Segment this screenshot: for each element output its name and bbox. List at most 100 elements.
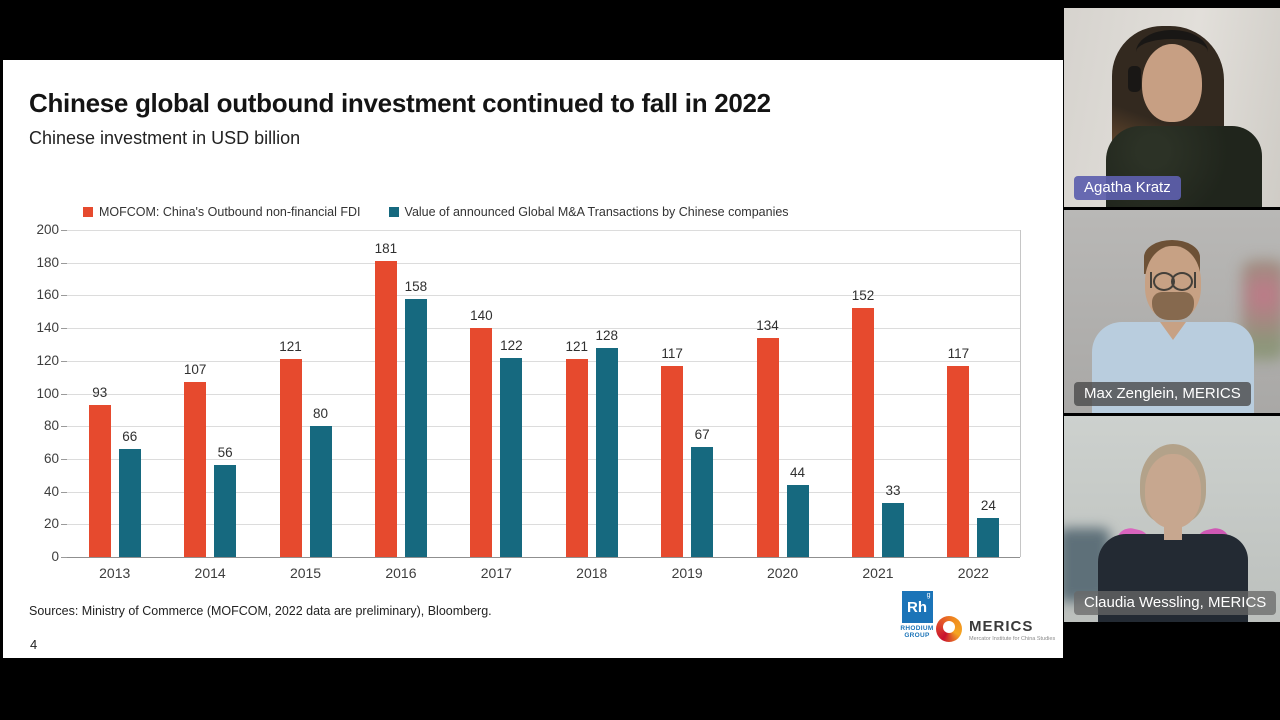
- plot-area: [61, 230, 1021, 558]
- bar-value-label: 107: [183, 362, 207, 378]
- bar: [88, 404, 111, 557]
- bar-group: 134 44 2020: [735, 230, 830, 581]
- sources-note: Sources: Ministry of Commerce (MOFCOM, 2…: [29, 604, 492, 618]
- bar-value-label: 44: [790, 465, 806, 481]
- y-tick-label: 160: [36, 287, 59, 303]
- shared-slide: Chinese global outbound investment conti…: [3, 60, 1063, 658]
- bar-group: 117 24 2022: [926, 230, 1021, 581]
- merics-logo-text: MERICS: [969, 618, 1034, 635]
- x-tick-label: 2022: [957, 565, 989, 581]
- rhodium-element-icon: Rh g: [901, 591, 933, 623]
- bar: [947, 365, 970, 557]
- bar-value-label: 181: [374, 241, 398, 257]
- bar-group: 121 128 2018: [544, 230, 639, 581]
- bar: [595, 347, 618, 557]
- legend-label-ma: Value of announced Global M&A Transactio…: [404, 205, 789, 219]
- video-tile-max-zenglein[interactable]: Max Zenglein, MERICS: [1064, 210, 1280, 413]
- bar-value-label: 152: [851, 288, 875, 304]
- x-tick-label: 2019: [671, 565, 703, 581]
- bar-group: 117 67 2019: [639, 230, 734, 581]
- bar-groups: 93 66 2013 107 56 2014 121 80 2015 181 158 2016 140 1…: [67, 230, 1021, 581]
- y-tick-label: 60: [43, 450, 59, 466]
- bar: [470, 328, 493, 557]
- merics-logo: MERICS Mercator Institute for China Stud…: [936, 616, 1055, 642]
- legend-swatch-ma: [388, 207, 399, 217]
- y-tick-label: 20: [43, 516, 59, 532]
- slide-title: Chinese global outbound investment conti…: [29, 88, 771, 118]
- legend-swatch-fdi: [83, 207, 93, 217]
- headphones-icon: [1136, 30, 1208, 74]
- bar: [374, 261, 397, 557]
- bar: [118, 449, 141, 557]
- participant-name-label: Claudia Wessling, MERICS: [1074, 591, 1277, 615]
- bar-value-label: 121: [279, 339, 302, 355]
- bar-value-label: 117: [947, 345, 970, 361]
- bar-value-label: 80: [313, 406, 329, 422]
- video-strip: Agatha Kratz Max Zenglein, MERICS Claudi…: [1064, 0, 1280, 720]
- video-tile-agatha-kratz[interactable]: Agatha Kratz: [1064, 8, 1280, 207]
- chart-legend: MOFCOM: China's Outbound non-financial F…: [83, 205, 789, 219]
- bar-value-label: 67: [694, 427, 710, 443]
- page-number: 4: [30, 637, 38, 652]
- y-tick-label: 140: [36, 320, 59, 336]
- bar-group: 181 158 2016: [353, 230, 448, 581]
- bar: [565, 359, 588, 557]
- legend-item-ma: Value of announced Global M&A Transactio…: [388, 205, 789, 219]
- legend-label-fdi: MOFCOM: China's Outbound non-financial F…: [99, 205, 361, 219]
- merics-swirl-icon: [936, 616, 962, 642]
- x-tick-label: 2013: [99, 565, 131, 581]
- x-tick-label: 2016: [385, 565, 417, 581]
- bar-value-label: 117: [661, 345, 683, 361]
- x-tick-label: 2018: [576, 565, 608, 581]
- bar-value-label: 56: [217, 445, 233, 461]
- bar: [881, 503, 904, 557]
- bar: [214, 465, 237, 557]
- video-tile-claudia-wessling[interactable]: Claudia Wessling, MERICS: [1064, 416, 1280, 622]
- bar-group: 140 122 2017: [449, 230, 544, 581]
- bar: [184, 382, 207, 557]
- y-tick-label: 120: [36, 352, 59, 368]
- y-tick-label: 0: [51, 549, 59, 564]
- rhodium-logo-text: RHODIUM GROUP: [900, 625, 934, 639]
- x-tick-label: 2021: [862, 565, 894, 581]
- merics-tagline: Mercator Institute for China Studies: [969, 636, 1056, 642]
- bar-group: 93 66 2013: [67, 230, 162, 581]
- y-tick-label: 80: [43, 418, 59, 434]
- bar: [977, 517, 1000, 557]
- bar: [661, 365, 684, 557]
- bar: [279, 359, 302, 557]
- bar-value-label: 128: [595, 327, 618, 343]
- bar-value-label: 134: [756, 317, 779, 333]
- bar-group: 121 80 2015: [258, 230, 353, 581]
- bar-group: 152 33 2021: [830, 230, 925, 581]
- y-tick-label: 40: [43, 483, 59, 499]
- bar-value-label: 24: [980, 497, 996, 513]
- rhodium-group-logo: Rh g RHODIUM GROUP: [897, 591, 937, 639]
- bar-value-label: 158: [404, 278, 428, 294]
- bar: [309, 426, 332, 557]
- bar: [691, 447, 714, 557]
- legend-item-fdi: MOFCOM: China's Outbound non-financial F…: [83, 205, 361, 219]
- y-tick-label: 100: [36, 385, 59, 401]
- participant-name-label: Agatha Kratz: [1074, 176, 1181, 200]
- bar: [404, 298, 427, 557]
- x-tick-label: 2014: [194, 565, 226, 581]
- bar-value-label: 93: [92, 384, 108, 400]
- glasses-icon: [1150, 272, 1196, 291]
- slide-subtitle: Chinese investment in USD billion: [29, 128, 301, 148]
- x-tick-label: 2017: [480, 565, 512, 581]
- bar-group: 107 56 2014: [162, 230, 257, 581]
- bar-value-label: 140: [470, 308, 493, 324]
- x-tick-label: 2020: [766, 565, 799, 581]
- participant-name-label: Max Zenglein, MERICS: [1074, 382, 1251, 406]
- bar-value-label: 33: [885, 483, 901, 499]
- y-tick-label: 180: [36, 254, 59, 270]
- x-tick-label: 2015: [289, 565, 322, 581]
- bar: [756, 337, 779, 557]
- y-axis: 0 20 40 60 80 100 120 140 160 180 200: [3, 222, 59, 564]
- y-tick-label: 200: [36, 222, 59, 237]
- bar: [851, 308, 874, 557]
- bar-value-label: 122: [500, 337, 523, 353]
- bar-value-label: 121: [565, 339, 588, 355]
- bar: [786, 485, 809, 557]
